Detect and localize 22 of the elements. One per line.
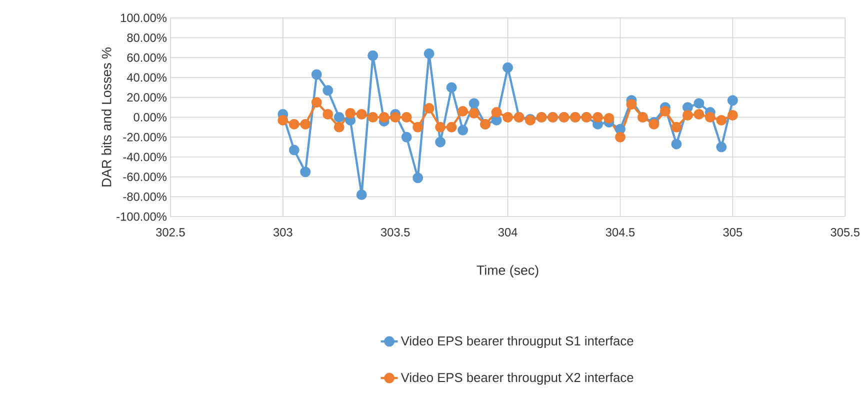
y-tick-label: 0.00% [134, 112, 167, 122]
y-axis-title: DAR bits and Losses % [101, 47, 112, 186]
y-tick-label: -80.00% [123, 192, 167, 201]
y-tick-label: 100.00% [120, 14, 167, 22]
legend-label: Video EPS bearer througput X2 interface [400, 372, 634, 384]
y-tick-label: -100.00% [116, 212, 167, 221]
x-tick-label: 303.5 [380, 228, 410, 236]
x-axis-title: Time (sec) [476, 264, 538, 278]
y-tick-label: -20.00% [123, 132, 167, 142]
legend-label: Video EPS bearer througput S1 interface [400, 336, 634, 348]
y-tick-label: 20.00% [127, 93, 167, 102]
y-tick-label: 40.00% [126, 73, 167, 82]
x-tick-label: 302.5 [156, 228, 185, 236]
y-tick-label: -40.00% [123, 152, 167, 162]
x-tick-label: 303 [273, 228, 292, 236]
y-tick-label: -60.00% [123, 172, 167, 181]
y-tick-label: 80.00% [127, 33, 167, 42]
x-tick-label: 305 [723, 228, 742, 236]
x-tick-label: 304 [498, 228, 518, 236]
y-tick-label: 60.00% [127, 53, 167, 62]
x-tick-label: 305.5 [830, 228, 860, 236]
x-tick-label: 304.5 [606, 228, 635, 236]
